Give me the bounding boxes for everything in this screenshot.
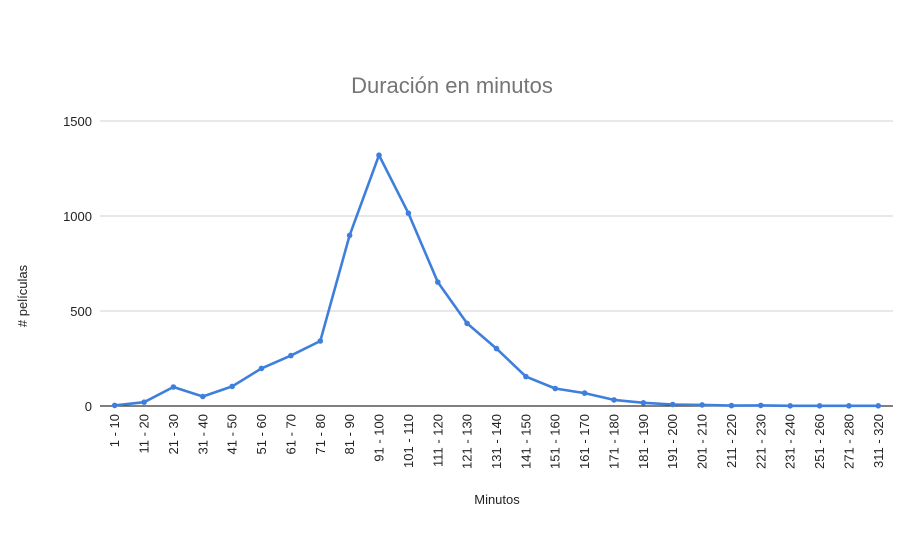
series-line — [114, 153, 879, 408]
x-tick-label: 61 - 70 — [283, 414, 298, 454]
data-point — [640, 400, 647, 406]
data-point — [229, 383, 235, 390]
data-point — [288, 352, 294, 359]
y-tick-label: 0 — [85, 399, 92, 414]
x-tick-label: 221 - 230 — [753, 414, 768, 469]
x-tick-label: 181 - 190 — [636, 414, 651, 469]
x-tick-label: 201 - 210 — [695, 414, 710, 469]
x-tick-label: 71 - 80 — [313, 414, 328, 454]
data-point — [669, 401, 676, 408]
data-point — [170, 384, 177, 390]
x-tick-label: 251 - 260 — [812, 414, 827, 469]
x-tick-label: 111 - 120 — [430, 414, 445, 467]
x-tick-label: 41 - 50 — [225, 414, 240, 454]
data-point — [200, 393, 206, 400]
x-tick-label: 121 - 130 — [460, 414, 475, 469]
x-tick-label: 1 - 10 — [107, 414, 122, 447]
y-axis-ticks: 0 500 1000 1500 — [63, 114, 92, 414]
data-point — [435, 279, 441, 285]
data-point — [111, 402, 118, 409]
x-tick-label: 231 - 240 — [783, 414, 798, 469]
data-point — [552, 385, 558, 392]
data-point — [141, 399, 147, 406]
data-point — [464, 320, 470, 327]
x-tick-label: 81 - 90 — [342, 414, 357, 454]
data-point — [816, 403, 823, 409]
data-point — [787, 403, 793, 409]
x-tick-label: 21 - 30 — [166, 414, 181, 454]
x-tick-label: 101 - 110 — [401, 414, 416, 468]
y-tick-label: 1000 — [63, 209, 92, 224]
data-point — [758, 402, 764, 409]
x-tick-label: 131 - 140 — [489, 414, 504, 469]
data-point — [258, 365, 265, 372]
data-point — [405, 210, 412, 216]
x-tick-label: 161 - 170 — [577, 414, 592, 469]
data-point — [523, 373, 529, 380]
gridlines — [100, 120, 893, 407]
data-point — [846, 403, 852, 409]
x-tick-label: 91 - 100 — [372, 414, 387, 462]
y-tick-label: 1500 — [63, 114, 92, 129]
chart-title: Duración en minutos — [351, 73, 553, 98]
x-tick-label: 151 - 160 — [548, 414, 563, 469]
x-tick-label: 311 - 320 — [871, 414, 886, 468]
x-axis-ticks: 1 - 10 11 - 20 21 - 30 31 - 40 41 - 50 51 - 6… — [107, 414, 886, 469]
x-tick-label: 141 - 150 — [518, 414, 533, 469]
x-tick-label: 171 - 180 — [606, 414, 621, 469]
x-tick-label: 51 - 60 — [254, 414, 269, 454]
data-point — [317, 338, 324, 344]
data-point — [376, 152, 382, 158]
x-axis-label: Minutos — [474, 492, 520, 507]
data-point — [493, 345, 500, 352]
x-tick-label: 11 - 20 — [137, 414, 152, 454]
data-points — [111, 152, 882, 409]
data-point — [728, 402, 735, 409]
data-point — [581, 390, 588, 396]
y-axis-label: # películas — [15, 264, 30, 327]
x-tick-label: 191 - 200 — [665, 414, 680, 469]
x-tick-label: 31 - 40 — [195, 414, 210, 454]
data-point — [699, 402, 705, 408]
data-point — [346, 232, 353, 239]
data-point — [875, 403, 882, 409]
y-tick-label: 500 — [70, 304, 92, 319]
x-tick-label: 211 - 220 — [724, 414, 739, 468]
data-point — [611, 397, 617, 403]
x-tick-label: 271 - 280 — [841, 414, 856, 469]
